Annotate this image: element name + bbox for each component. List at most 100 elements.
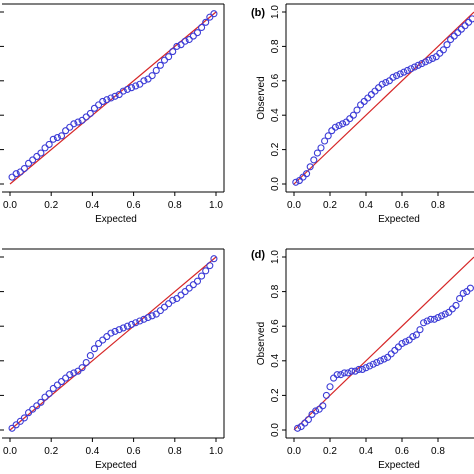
data-point — [312, 407, 320, 415]
data-point — [181, 37, 189, 45]
data-point — [349, 111, 357, 119]
data-point — [177, 291, 185, 299]
data-point — [45, 390, 53, 398]
y-tick-label: 0.2 — [270, 388, 281, 402]
x-tick-label: 0.4 — [359, 446, 373, 457]
data-point — [173, 42, 181, 50]
data-point — [57, 132, 66, 140]
data-point — [313, 149, 321, 157]
data-point — [144, 75, 152, 83]
y-axis-title: Observed — [256, 322, 267, 365]
x-tick-label: 0.2 — [323, 200, 337, 211]
data-point — [382, 78, 390, 87]
data-point — [335, 121, 343, 130]
data-point — [189, 32, 197, 40]
data-point — [144, 313, 152, 322]
data-point — [337, 371, 345, 379]
data-point — [136, 317, 144, 325]
data-point — [181, 288, 189, 296]
data-point — [319, 402, 327, 410]
data-point — [457, 25, 465, 33]
x-tick-label: 0.6 — [395, 446, 409, 457]
data-point — [20, 414, 28, 422]
x-tick-label: 0.0 — [3, 200, 17, 211]
y-tick-label: 0.0 — [270, 177, 281, 191]
data-point — [369, 360, 377, 368]
data-point — [193, 277, 202, 285]
x-axis-title: Expected — [95, 214, 137, 225]
data-point — [380, 355, 388, 363]
data-point — [140, 315, 148, 323]
y-tick-label: 1.0 — [270, 5, 281, 19]
data-point — [301, 419, 309, 427]
x-tick-label: 0.0 — [287, 446, 301, 457]
data-point — [414, 61, 422, 69]
data-point — [304, 416, 312, 424]
data-point — [66, 371, 74, 379]
data-point — [82, 358, 90, 367]
data-point — [367, 91, 375, 99]
data-point — [169, 296, 177, 304]
x-tick-label: 0.8 — [431, 200, 445, 211]
data-point — [206, 262, 214, 270]
data-point — [53, 381, 61, 389]
data-point — [459, 289, 467, 297]
data-point — [412, 331, 420, 339]
y-tick-label: 0.6 — [270, 319, 281, 333]
data-point — [115, 326, 123, 334]
data-point — [206, 13, 214, 21]
y-tick-label: 0.8 — [270, 39, 281, 53]
data-point — [62, 374, 70, 382]
data-point — [66, 123, 74, 131]
data-point — [82, 113, 90, 121]
data-point — [400, 68, 408, 76]
data-point — [310, 156, 318, 164]
x-tick-label: 0.6 — [395, 200, 409, 211]
data-point — [454, 29, 462, 37]
data-point — [402, 338, 410, 346]
data-point — [411, 63, 419, 71]
x-axis-title: Expected — [378, 214, 420, 225]
data-point — [423, 317, 431, 325]
x-tick-label: 0.8 — [431, 446, 445, 457]
data-point — [384, 353, 392, 361]
data-point — [127, 320, 136, 329]
data-point — [376, 357, 384, 365]
data-point — [8, 173, 16, 181]
x-tick-label: 1.0 — [209, 446, 223, 457]
data-point — [463, 288, 471, 296]
data-point — [107, 94, 115, 102]
data-points — [294, 284, 474, 432]
data-point — [447, 35, 455, 44]
data-point — [322, 391, 330, 399]
data-point — [189, 281, 197, 289]
data-point — [202, 18, 210, 26]
data-point — [160, 56, 169, 64]
y-tick-label: 0.6 — [270, 73, 281, 87]
data-point — [74, 118, 82, 126]
reference-line — [9, 256, 217, 431]
data-points — [8, 255, 218, 432]
data-point — [375, 84, 383, 92]
data-point — [387, 350, 395, 358]
data-point — [315, 405, 323, 413]
data-point — [389, 73, 397, 81]
y-tick-label: 0.4 — [270, 353, 281, 367]
data-point — [306, 163, 314, 171]
data-point — [90, 104, 99, 112]
x-tick-label: 0.2 — [44, 446, 58, 457]
data-point — [202, 267, 210, 275]
data-point — [70, 369, 78, 377]
reference-line — [293, 256, 474, 431]
reference-line — [293, 11, 474, 185]
data-point — [385, 77, 393, 85]
data-point — [86, 352, 94, 360]
data-point — [330, 374, 338, 382]
x-tick-label: 0.6 — [127, 446, 141, 457]
data-point — [193, 29, 202, 37]
data-point — [20, 164, 28, 173]
data-point — [331, 123, 339, 131]
data-points — [8, 10, 218, 181]
data-point — [353, 106, 361, 114]
